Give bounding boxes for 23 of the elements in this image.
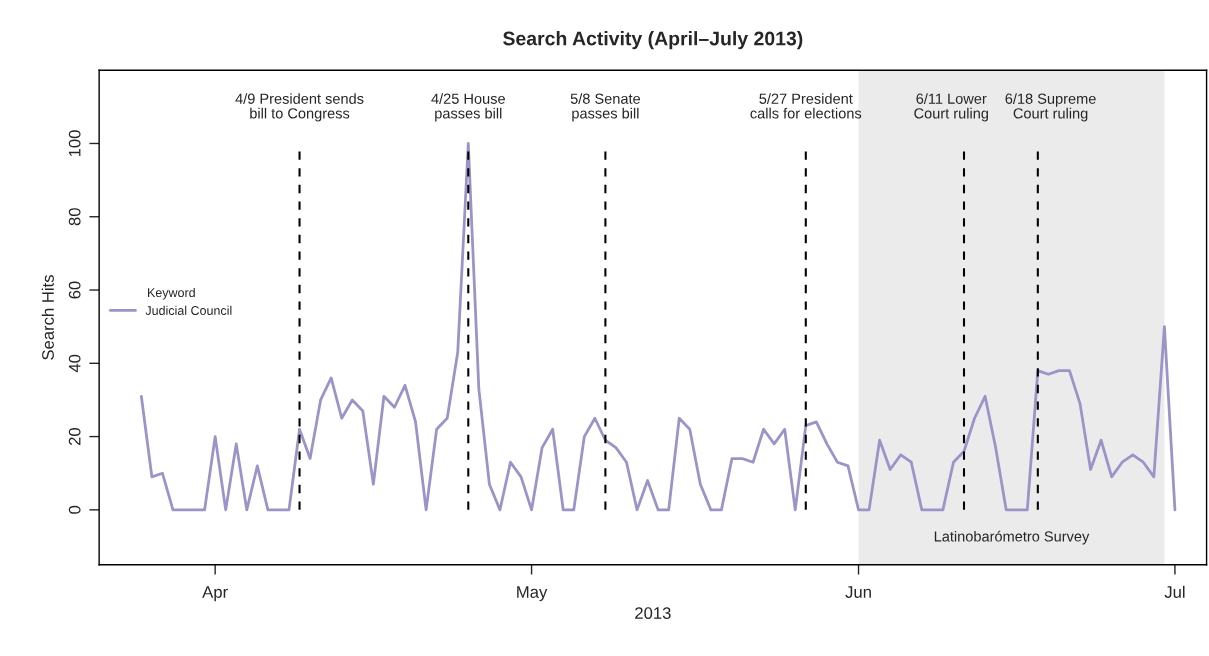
ref-line-label: 6/11 Lower Court ruling [914, 93, 988, 122]
x-tick-label: May [517, 586, 548, 602]
y-tick-label: 60 [68, 281, 81, 299]
ref-line-label: 6/18 Supreme Court ruling [1005, 93, 1096, 122]
x-tick-label: Jul [1164, 585, 1185, 598]
legend-label: Judicial Council [145, 305, 232, 315]
ref-line-label: 4/9 President sends bill to Congress [235, 93, 364, 122]
x-axis-title: 2013 [635, 607, 671, 619]
x-tick-label: Jun [845, 586, 871, 598]
legend-title: Keyword [148, 287, 195, 300]
y-tick-label: 40 [68, 354, 81, 373]
y-axis-title: Search Hits [41, 275, 54, 360]
x-tick-label: Apr [202, 586, 228, 602]
y-tick-label: 0 [68, 505, 81, 514]
line-series [139, 142, 1177, 512]
y-tick-label: 80 [68, 208, 81, 226]
chart-title: Search Activity (April–July 2013) [503, 31, 803, 50]
y-tick-label: 20 [68, 427, 81, 446]
ref-line-label: 4/25 House passes bill [431, 93, 505, 122]
ref-line-label: 5/8 Senate passes bill [570, 93, 641, 122]
ref-line-label: 5/27 President calls for elections [750, 93, 862, 119]
band-label: Latinobarómetro Survey [934, 530, 1090, 545]
y-tick-label: 100 [68, 130, 81, 157]
